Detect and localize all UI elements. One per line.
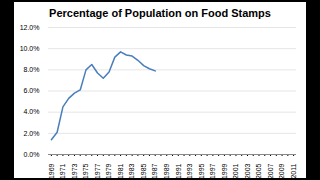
svg-text:1969: 1969	[48, 163, 55, 178]
svg-text:2.0%: 2.0%	[24, 130, 40, 137]
svg-text:1971: 1971	[59, 163, 66, 178]
svg-text:2009: 2009	[278, 163, 285, 178]
svg-text:1997: 1997	[209, 163, 216, 178]
svg-text:1987: 1987	[151, 163, 158, 178]
svg-text:2005: 2005	[255, 163, 262, 178]
svg-text:1975: 1975	[82, 163, 89, 178]
svg-text:1981: 1981	[117, 163, 124, 178]
svg-text:8.0%: 8.0%	[24, 66, 40, 73]
svg-text:2001: 2001	[232, 163, 239, 178]
svg-text:1979: 1979	[105, 163, 112, 178]
svg-text:1983: 1983	[128, 163, 135, 178]
svg-text:2007: 2007	[267, 163, 274, 178]
html-text:Percentage of Population on Fo: Percentage of Population on Food Stamps	[49, 7, 271, 19]
svg-text:10.0%: 10.0%	[20, 45, 40, 52]
svg-text:2003: 2003	[244, 163, 251, 178]
svg-text:1991: 1991	[175, 163, 182, 178]
svg-text:1985: 1985	[140, 163, 147, 178]
svg-text:1999: 1999	[221, 163, 228, 178]
svg-text:1995: 1995	[198, 163, 205, 178]
svg-text:1989: 1989	[163, 163, 170, 178]
svg-text:1977: 1977	[94, 163, 101, 178]
svg-text:2011: 2011	[290, 163, 297, 178]
svg-text:1993: 1993	[186, 163, 193, 178]
svg-text:1973: 1973	[71, 163, 78, 178]
svg-text:12.0%: 12.0%	[20, 24, 40, 31]
svg-text:6.0%: 6.0%	[24, 87, 40, 94]
svg-text:0.0%: 0.0%	[24, 151, 40, 158]
svg-text:4.0%: 4.0%	[24, 108, 40, 115]
